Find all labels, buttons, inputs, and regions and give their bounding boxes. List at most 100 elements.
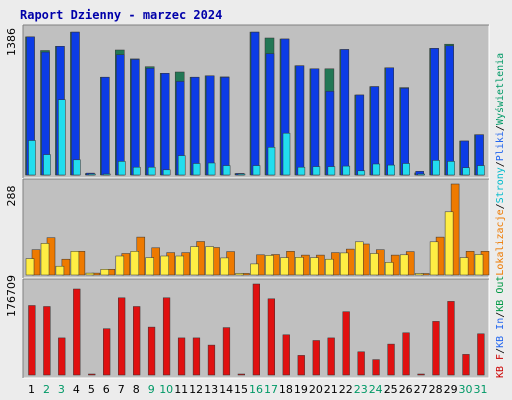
bar-bottom-1-day-27 — [417, 373, 425, 376]
bar-bottom-1-day-1 — [28, 305, 36, 376]
bar-middle-2-day-10 — [160, 255, 169, 276]
x-tick-label: 28 — [429, 383, 443, 396]
chart-panels: 1386 288 176709 — [5, 24, 490, 379]
x-tick-label: 10 — [159, 383, 173, 396]
bar-bottom-1-day-3 — [58, 337, 66, 376]
chart-title: Raport Dzienny - marzec 2024 — [20, 8, 222, 22]
bar-top-3-day-20 — [312, 166, 321, 176]
legend-entry: / — [495, 348, 506, 354]
right-legend: KB F/KB In/KB OutLokalizacje/Strony/Plik… — [494, 53, 506, 378]
bar-bottom-1-day-31 — [477, 333, 485, 376]
legend-entry: Wyświetlenia — [494, 53, 506, 125]
legend-entry: Pliki — [495, 131, 506, 161]
x-tick-label: 14 — [219, 383, 233, 396]
bar-bottom-1-day-2 — [43, 306, 51, 376]
bar-top-2-day-26 — [400, 87, 409, 176]
bar-top-2-day-20 — [310, 68, 320, 176]
bar-bottom-1-day-14 — [222, 327, 231, 376]
bar-top-3-day-28 — [432, 160, 440, 176]
panel-frame — [22, 178, 490, 279]
bar-top-3-day-9 — [147, 166, 156, 176]
bar-bottom-1-day-4 — [73, 288, 81, 376]
bar-top-3-day-13 — [207, 162, 216, 176]
x-tick-label: 15 — [234, 383, 248, 396]
bar-middle-2-day-28 — [429, 241, 439, 276]
bar-top-3-day-3 — [58, 99, 66, 176]
x-tick-label: 25 — [384, 383, 398, 396]
bar-bottom-1-day-29 — [447, 301, 455, 376]
bar-top-3-day-26 — [402, 163, 410, 176]
panel-bottom: 176709 — [5, 275, 490, 379]
legend-entry: KB In — [495, 318, 506, 348]
x-tick-label: 11 — [174, 383, 188, 396]
bar-top-3-day-4 — [73, 159, 81, 176]
bar-bottom-1-day-24 — [372, 359, 380, 376]
bar-middle-2-day-27 — [414, 273, 424, 276]
x-tick-label: 7 — [118, 383, 125, 396]
bar-middle-2-day-5 — [85, 272, 95, 276]
bar-middle-2-day-30 — [459, 257, 469, 276]
bar-top-2-day-12 — [190, 76, 200, 176]
bar-bottom-1-day-15 — [237, 373, 245, 376]
legend-entry: KB Out — [495, 276, 506, 312]
bar-top-2-day-13 — [205, 75, 215, 176]
bar-bottom-1-day-21 — [327, 337, 335, 376]
bar-top-3-day-21 — [327, 166, 336, 176]
bar-top-2-day-19 — [295, 65, 305, 176]
x-tick-label: 19 — [294, 383, 308, 396]
bar-middle-2-day-18 — [280, 257, 289, 276]
bar-top-2-day-4 — [71, 31, 80, 176]
bar-bottom-1-day-20 — [312, 340, 320, 376]
bar-top-2-day-9 — [145, 68, 155, 176]
x-tick-label: 20 — [309, 383, 323, 396]
panel-max-label: 288 — [5, 186, 18, 207]
x-tick-label: 22 — [339, 383, 353, 396]
bar-bottom-1-day-28 — [432, 321, 440, 376]
bar-top-3-day-6 — [103, 173, 111, 176]
x-tick-label: 13 — [204, 383, 218, 396]
x-tick-label: 16 — [249, 383, 263, 396]
bar-bottom-1-day-25 — [387, 343, 395, 376]
bar-bottom-1-day-26 — [402, 332, 410, 376]
bar-middle-2-day-3 — [55, 265, 65, 276]
bar-top-3-day-16 — [252, 165, 261, 176]
panel-middle: 288 — [5, 178, 490, 279]
bar-middle-2-day-21 — [325, 258, 334, 276]
bar-top-3-day-15 — [237, 173, 246, 176]
bar-top-3-day-11 — [177, 155, 186, 176]
bar-middle-2-day-2 — [40, 243, 50, 276]
x-tick-label: 12 — [189, 383, 203, 396]
bar-middle-2-day-23 — [355, 241, 364, 276]
bar-top-3-day-1 — [28, 140, 36, 176]
x-tick-label: 2 — [43, 383, 50, 396]
bar-top-3-day-27 — [417, 173, 425, 176]
bar-middle-2-day-1 — [25, 258, 35, 276]
bar-middle-2-day-17 — [265, 255, 274, 276]
bar-top-3-day-14 — [222, 165, 231, 176]
x-tick-label: 6 — [103, 383, 110, 396]
bar-bottom-1-day-10 — [162, 297, 171, 376]
bar-top-3-day-25 — [387, 164, 395, 176]
legend-entry: / — [495, 125, 506, 131]
x-axis: 1 2 3 4 5 6 7 8 9 10 11 12 13 14 15 16 17 18 19 20 21 22 23 24 2… — [28, 383, 488, 396]
x-tick-label: 3 — [58, 383, 65, 396]
bar-middle-2-day-22 — [340, 252, 349, 276]
bar-top-3-day-2 — [43, 154, 51, 176]
bar-bottom-1-day-18 — [282, 334, 290, 376]
bar-top-2-day-14 — [220, 76, 230, 176]
bar-top-2-day-6 — [101, 76, 110, 176]
legend-entry: / — [495, 312, 506, 318]
x-tick-label: 21 — [324, 383, 338, 396]
x-tick-label: 26 — [399, 383, 413, 396]
panel-max-label: 1386 — [5, 28, 18, 56]
bar-middle-2-day-11 — [175, 255, 184, 276]
bar-middle-2-day-25 — [384, 262, 394, 276]
bar-middle-2-day-29 — [444, 211, 454, 276]
bar-top-2-day-21 — [325, 91, 335, 176]
x-tick-label: 30 — [459, 383, 473, 396]
panel-max-label: 176709 — [5, 275, 18, 317]
bar-bottom-1-day-30 — [462, 354, 470, 376]
bar-top-3-day-7 — [118, 161, 126, 176]
bar-top-2-day-16 — [250, 31, 260, 176]
